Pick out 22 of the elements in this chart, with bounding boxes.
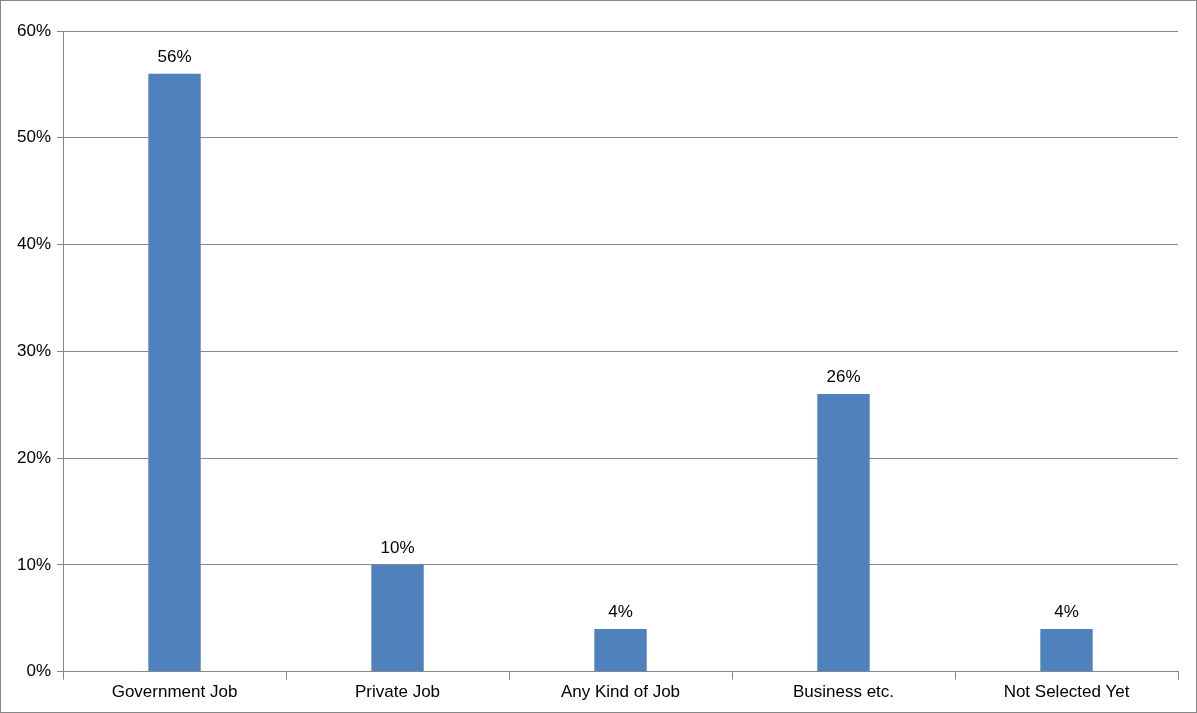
y-tick-label: 10%	[16, 554, 52, 574]
y-tick-label: 30%	[16, 340, 52, 360]
bar	[817, 394, 870, 672]
x-tick-label: Not Selected Yet	[1003, 682, 1130, 702]
x-tick-label: Private Job	[354, 682, 441, 702]
y-tick-label: 60%	[16, 20, 52, 40]
bar	[148, 73, 201, 672]
x-tick-label: Government Job	[111, 682, 238, 702]
data-label: 26%	[826, 367, 861, 387]
bar	[1040, 628, 1093, 672]
bar	[594, 628, 647, 672]
data-label: 10%	[380, 538, 415, 558]
data-label: 56%	[157, 46, 192, 66]
x-tick-label: Business etc.	[792, 682, 895, 702]
y-tick-label: 40%	[16, 234, 52, 254]
y-tick-label: 50%	[16, 127, 52, 147]
y-tick-label: 20%	[16, 447, 52, 467]
data-label: 4%	[1054, 602, 1079, 622]
x-tick-label: Any Kind of Job	[560, 682, 681, 702]
y-tick-label: 0%	[26, 661, 52, 681]
bar	[371, 564, 424, 672]
data-label: 4%	[608, 602, 633, 622]
